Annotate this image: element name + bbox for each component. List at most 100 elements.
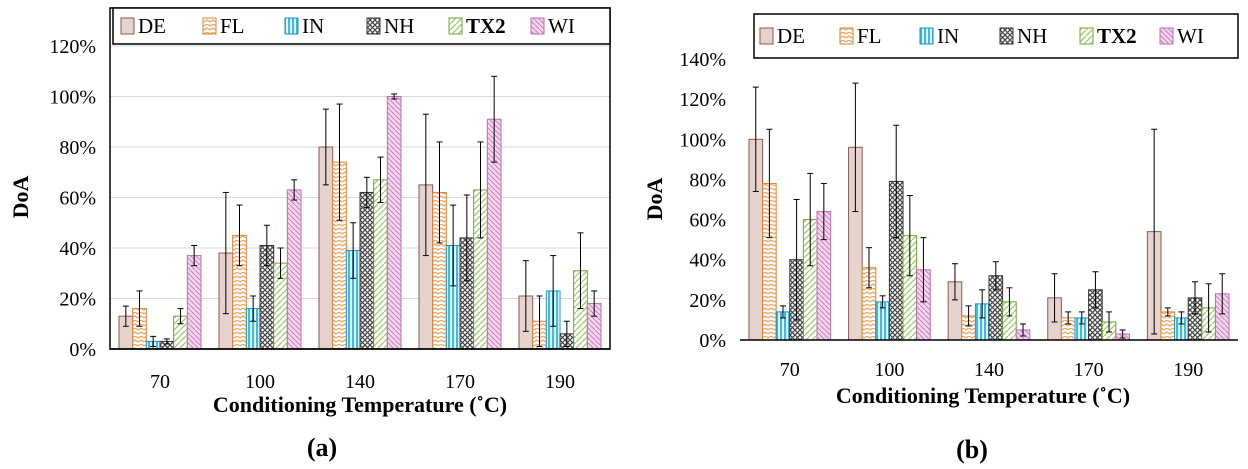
error-bar-TX2-190: [1205, 283, 1212, 333]
error-bar-WI-70: [820, 182, 827, 241]
error-bar-FL-100: [865, 247, 872, 289]
error-bar-IN-170: [450, 204, 457, 287]
panel-label: (b): [956, 435, 988, 464]
x-tick-label: 170: [445, 371, 475, 393]
error-bar-IN-190: [1178, 311, 1185, 325]
x-tick-label: 170: [1074, 359, 1104, 381]
error-bar-WI-140: [391, 93, 398, 100]
legend-swatch-IN: [919, 27, 934, 45]
x-axis-title: Conditioning Temperature (˚C): [836, 383, 1130, 408]
error-bar-TX2-100: [277, 247, 284, 279]
panel-label: (a): [307, 433, 337, 462]
legend: DE FL IN NH TX2 WI: [112, 7, 611, 45]
legend-label-NH: NH: [384, 14, 414, 38]
legend: DE FL IN NH TX2 WI: [753, 13, 1239, 59]
error-bar-WI-140: [1020, 323, 1027, 337]
error-bar-NH-170: [463, 194, 470, 282]
chart-panel-a: 0% 20% 40% 60% 80% 100% 120% DoA 70 100 140 170 190 D…: [8, 7, 611, 462]
legend-label-DE: DE: [777, 24, 805, 48]
error-bar-NH-70: [793, 199, 800, 321]
legend-label-NH: NH: [1017, 24, 1047, 48]
legend-swatch-WI: [1159, 27, 1174, 45]
legend-label-IN: IN: [302, 14, 324, 38]
error-bar-DE-70: [752, 86, 759, 192]
error-bar-IN-100: [250, 295, 257, 322]
error-bar-TX2-170: [1106, 311, 1113, 333]
error-bar-DE-170: [1051, 273, 1058, 323]
y-tick-label: 80%: [689, 169, 726, 191]
x-tick-label: 100: [245, 371, 275, 393]
legend-label-DE: DE: [138, 14, 166, 38]
error-bar-WI-170: [491, 75, 498, 163]
y-tick-label: 0%: [699, 330, 726, 352]
x-tick-label: 140: [974, 359, 1004, 381]
legend-label-TX2: TX2: [1097, 24, 1137, 48]
error-bar-TX2-70: [807, 172, 814, 267]
legend-label-FL: FL: [220, 14, 245, 38]
bar-WI-140: [386, 96, 402, 350]
y-axis-title: DoA: [642, 178, 667, 221]
legend-swatch-DE: [759, 27, 774, 45]
x-tick-label: 190: [1173, 359, 1203, 381]
error-bar-WI-70: [191, 244, 198, 267]
error-bar-FL-140: [965, 305, 972, 327]
y-tick-label: 100%: [679, 129, 726, 151]
error-bar-NH-170: [1092, 271, 1099, 309]
legend-swatch-TX2: [1079, 27, 1094, 45]
error-bar-TX2-140: [1006, 287, 1013, 317]
y-tick-label: 100%: [49, 87, 96, 109]
y-tick-label: 0%: [69, 339, 96, 361]
error-bar-TX2-140: [377, 156, 384, 204]
error-bar-IN-70: [150, 335, 157, 347]
error-bar-FL-70: [766, 128, 773, 239]
bar-TX2-140: [373, 179, 388, 350]
error-bar-IN-140: [350, 222, 357, 279]
legend-swatch-WI: [530, 17, 545, 35]
y-tick-label: 140%: [679, 49, 726, 71]
error-bar-TX2-170: [477, 141, 484, 239]
error-bar-DE-100: [852, 82, 859, 213]
legend-swatch-TX2: [448, 17, 463, 35]
error-bar-IN-140: [979, 289, 986, 319]
legend-swatch-NH: [999, 27, 1014, 45]
legend-swatch-NH: [366, 17, 381, 35]
legend-label-TX2: TX2: [466, 14, 506, 38]
error-bar-FL-170: [436, 141, 443, 244]
error-bar-WI-190: [591, 290, 598, 317]
error-bar-TX2-190: [577, 232, 584, 310]
error-bar-IN-100: [879, 295, 886, 309]
legend-swatch-IN: [284, 17, 299, 35]
error-bar-NH-100: [263, 224, 270, 267]
y-tick-label: 20%: [59, 289, 96, 311]
x-tick-label: 70: [150, 371, 170, 393]
legend-label-WI: WI: [1177, 24, 1204, 48]
error-bar-TX2-100: [906, 194, 913, 277]
error-bar-TX2-70: [177, 308, 184, 325]
legend-swatch-FL: [839, 27, 854, 45]
bar-WI-100: [286, 189, 302, 350]
error-bar-WI-100: [291, 179, 298, 201]
error-bar-FL-190: [1164, 307, 1171, 317]
error-bar-IN-170: [1078, 311, 1085, 325]
y-tick-label: 60%: [689, 210, 726, 232]
bar-NH-140: [359, 191, 375, 350]
error-bar-NH-70: [163, 338, 170, 345]
error-bar-DE-70: [122, 305, 129, 327]
x-tick-label: 100: [874, 359, 904, 381]
y-tick-label: 80%: [59, 137, 96, 159]
error-bar-NH-190: [563, 320, 570, 347]
y-tick-label: 120%: [49, 36, 96, 58]
error-bar-WI-100: [920, 237, 927, 303]
legend-swatch-FL: [202, 17, 217, 35]
legend-label-FL: FL: [857, 24, 882, 48]
error-bar-WI-170: [1119, 329, 1126, 339]
error-bar-DE-140: [951, 263, 958, 301]
y-tick-label: 40%: [59, 238, 96, 260]
error-bar-FL-100: [236, 204, 243, 267]
error-bar-DE-140: [322, 108, 329, 186]
x-tick-label: 190: [545, 371, 575, 393]
error-bar-FL-170: [1065, 311, 1072, 325]
error-bar-FL-140: [336, 103, 343, 221]
error-bar-NH-140: [363, 176, 370, 209]
